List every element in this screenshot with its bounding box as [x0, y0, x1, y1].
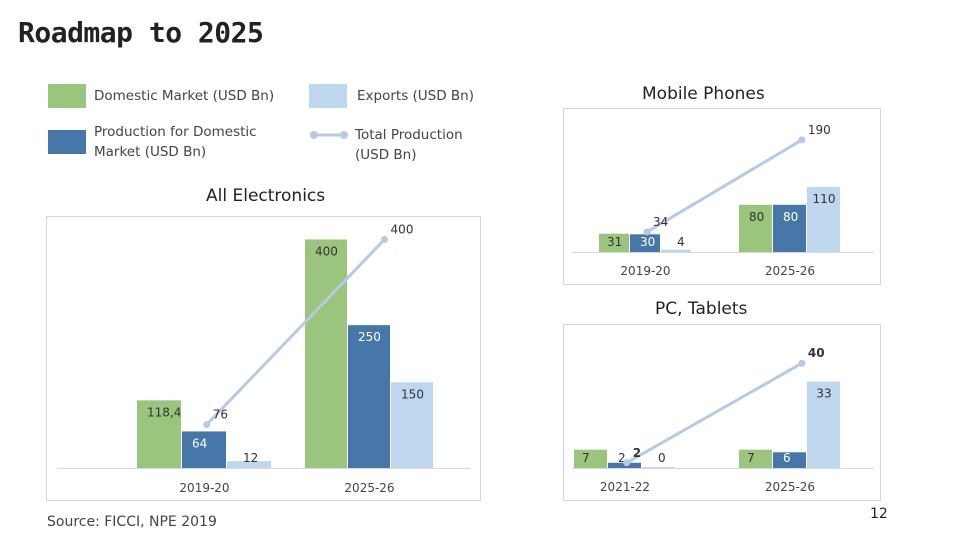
bar-domestic-2025-26	[305, 239, 347, 468]
bar-domestic-2025-26	[739, 204, 772, 252]
total-production-label-2019-20: 34	[653, 215, 668, 229]
total-production-point-2025-26	[798, 359, 806, 367]
bar-exports-2025-26	[807, 187, 840, 252]
data-label-exports-2025-26: 150	[401, 387, 424, 401]
total-production-label-2025-26: 190	[808, 123, 831, 137]
page-number: 12	[870, 506, 888, 522]
total-production-line	[646, 138, 803, 234]
bar-exports-2025-26	[391, 382, 433, 468]
chart-panel-pc-tablets: 7 2 0 2021-22 7 6 33 2025-26 2 40	[563, 324, 881, 501]
legend-swatch-total	[310, 131, 348, 139]
data-label-exports-2021-22: 0	[658, 451, 666, 465]
total-production-point-2025-26	[381, 235, 389, 243]
data-label-exports-2025-26: 33	[816, 387, 831, 401]
bar-domestic-2019-20	[599, 233, 629, 252]
legend-swatch-production	[48, 130, 86, 154]
data-label-production-2021-22: 2	[618, 451, 626, 465]
chart-title-pc-tablets: PC, Tablets	[655, 299, 748, 319]
chart-svg-all-electronics: 118,4 64 12 2019-20 400 250 150 2025-26 76 400	[57, 222, 470, 495]
category-label-2025-26: 2025-26	[765, 480, 815, 494]
chart-svg-pc-tablets: 7 2 0 2021-22 7 6 33 2025-26 2 40	[572, 346, 874, 494]
data-label-domestic-2021-22: 7	[582, 451, 590, 465]
total-production-point-2021-22	[623, 459, 631, 467]
data-label-production-2025-26: 250	[358, 330, 381, 344]
total-production-line	[205, 238, 386, 426]
total-production-point-2019-20	[643, 228, 651, 236]
bar-production-2019-20	[630, 234, 660, 252]
data-label-production-2019-20: 30	[640, 235, 655, 249]
bar-production-2025-26	[773, 204, 806, 252]
legend-label-total: Total Production (USD Bn)	[355, 127, 463, 163]
data-label-exports-2025-26: 110	[813, 192, 836, 206]
legend-label-domestic: Domestic Market (USD Bn)	[94, 88, 275, 104]
total-production-label-2019-20: 76	[213, 408, 228, 422]
bar-exports-2019-20	[661, 249, 691, 252]
data-label-production-2025-26: 80	[783, 210, 798, 224]
legend-swatch-exports	[309, 84, 347, 108]
bar-exports-2021-22	[642, 467, 675, 468]
bar-production-2025-26	[773, 452, 806, 468]
bar-domestic-2021-22	[574, 449, 607, 468]
chart-panel-all-electronics: 118,4 64 12 2019-20 400 250 150 2025-26 76 400	[46, 216, 481, 501]
category-label-2021-22: 2021-22	[600, 480, 650, 494]
bar-production-2019-20	[182, 431, 226, 468]
data-label-domestic-2019-20: 118,4	[147, 405, 181, 419]
category-label-2019-20: 2019-20	[620, 264, 670, 278]
total-production-label-2021-22: 2	[633, 446, 641, 460]
total-production-point-2025-26	[798, 136, 806, 144]
page-title: Roadmap to 2025	[18, 16, 264, 49]
data-label-production-2019-20: 64	[192, 436, 207, 450]
data-label-domestic-2025-26: 7	[747, 451, 755, 465]
category-label-2019-20: 2019-20	[179, 481, 229, 495]
total-production-point-2019-20	[203, 421, 211, 429]
chart-title-mobile-phones: Mobile Phones	[642, 84, 765, 104]
data-label-exports-2019-20: 4	[677, 235, 685, 249]
category-label-2025-26: 2025-26	[344, 481, 394, 495]
bar-domestic-2019-20	[137, 400, 181, 468]
data-label-production-2025-26: 6	[783, 451, 791, 465]
legend-label-exports: Exports (USD Bn)	[357, 88, 475, 104]
chart-svg-mobile-phones: 31 30 4 2019-20 80 80 110 2025-26 34 190	[572, 123, 874, 278]
data-label-domestic-2019-20: 31	[607, 235, 622, 249]
data-label-domestic-2025-26: 400	[315, 244, 338, 258]
bar-exports-2025-26	[807, 381, 840, 468]
source-note: Source: FICCI, NPE 2019	[47, 514, 217, 530]
chart-panel-mobile-phones: 31 30 4 2019-20 80 80 110 2025-26 34 190	[563, 108, 881, 285]
legend-label-production: Production for Domestic Market (USD Bn)	[94, 124, 257, 160]
category-label-2025-26: 2025-26	[765, 264, 815, 278]
total-production-label-2025-26: 400	[391, 222, 414, 236]
data-label-exports-2019-20: 12	[243, 451, 258, 465]
chart-title-all-electronics: All Electronics	[206, 186, 326, 206]
bar-production-2025-26	[348, 325, 390, 468]
total-production-label-2025-26: 40	[808, 346, 825, 360]
total-production-line	[625, 361, 803, 465]
legend-swatch-domestic	[48, 84, 86, 108]
data-label-domestic-2025-26: 80	[749, 210, 764, 224]
bar-exports-2019-20	[227, 461, 271, 468]
bar-domestic-2025-26	[739, 449, 772, 468]
